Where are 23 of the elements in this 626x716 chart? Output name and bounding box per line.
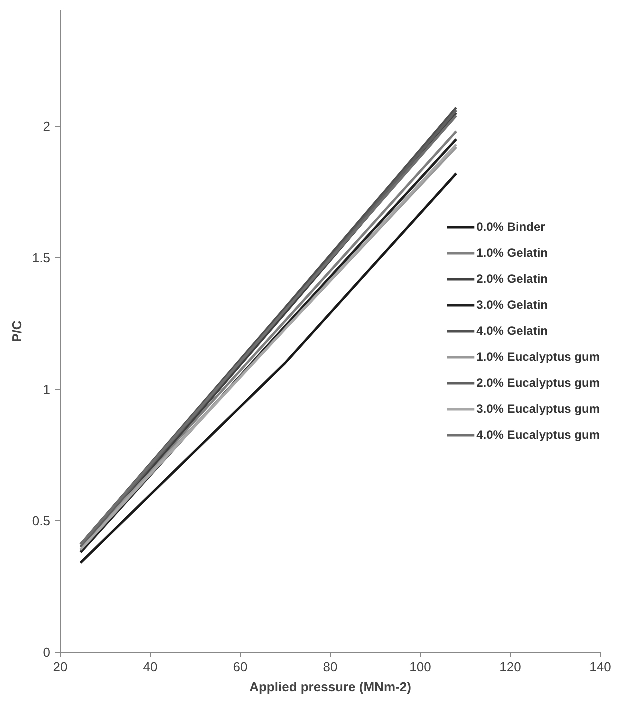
x-tick-label: 100	[410, 660, 432, 674]
y-tick-label: 2	[43, 118, 51, 134]
legend-label: 3.0% Gelatin	[476, 298, 548, 312]
legend-label: 3.0% Eucalyptus gum	[476, 402, 600, 416]
legend-label: 1.0% Gelatin	[476, 246, 548, 260]
x-tick-label: 20	[53, 660, 68, 674]
legend-label: 0.0% Binder	[476, 220, 546, 234]
y-tick-label: 0	[43, 645, 51, 660]
legend-label: 2.0% Gelatin	[476, 272, 548, 286]
legend-label: 4.0% Gelatin	[476, 324, 548, 338]
legend-label: 4.0% Eucalyptus gum	[476, 428, 600, 442]
legend-label: 2.0% Eucalyptus gum	[476, 376, 600, 390]
x-tick-label: 80	[323, 660, 338, 674]
x-tick-label: 120	[500, 660, 522, 674]
y-tick-label: 0.5	[32, 513, 51, 528]
y-tick-label: 1	[43, 382, 51, 397]
y-axis-title: P/C	[9, 320, 24, 342]
legend-label: 1.0% Eucalyptus gum	[476, 350, 600, 364]
x-tick-label: 60	[233, 660, 248, 674]
y-tick-label: 1.5	[32, 250, 51, 266]
x-tick-label: 40	[143, 660, 158, 674]
x-tick-label: 140	[590, 660, 612, 674]
x-axis-title: Applied pressure (MNm-2)	[250, 680, 412, 694]
